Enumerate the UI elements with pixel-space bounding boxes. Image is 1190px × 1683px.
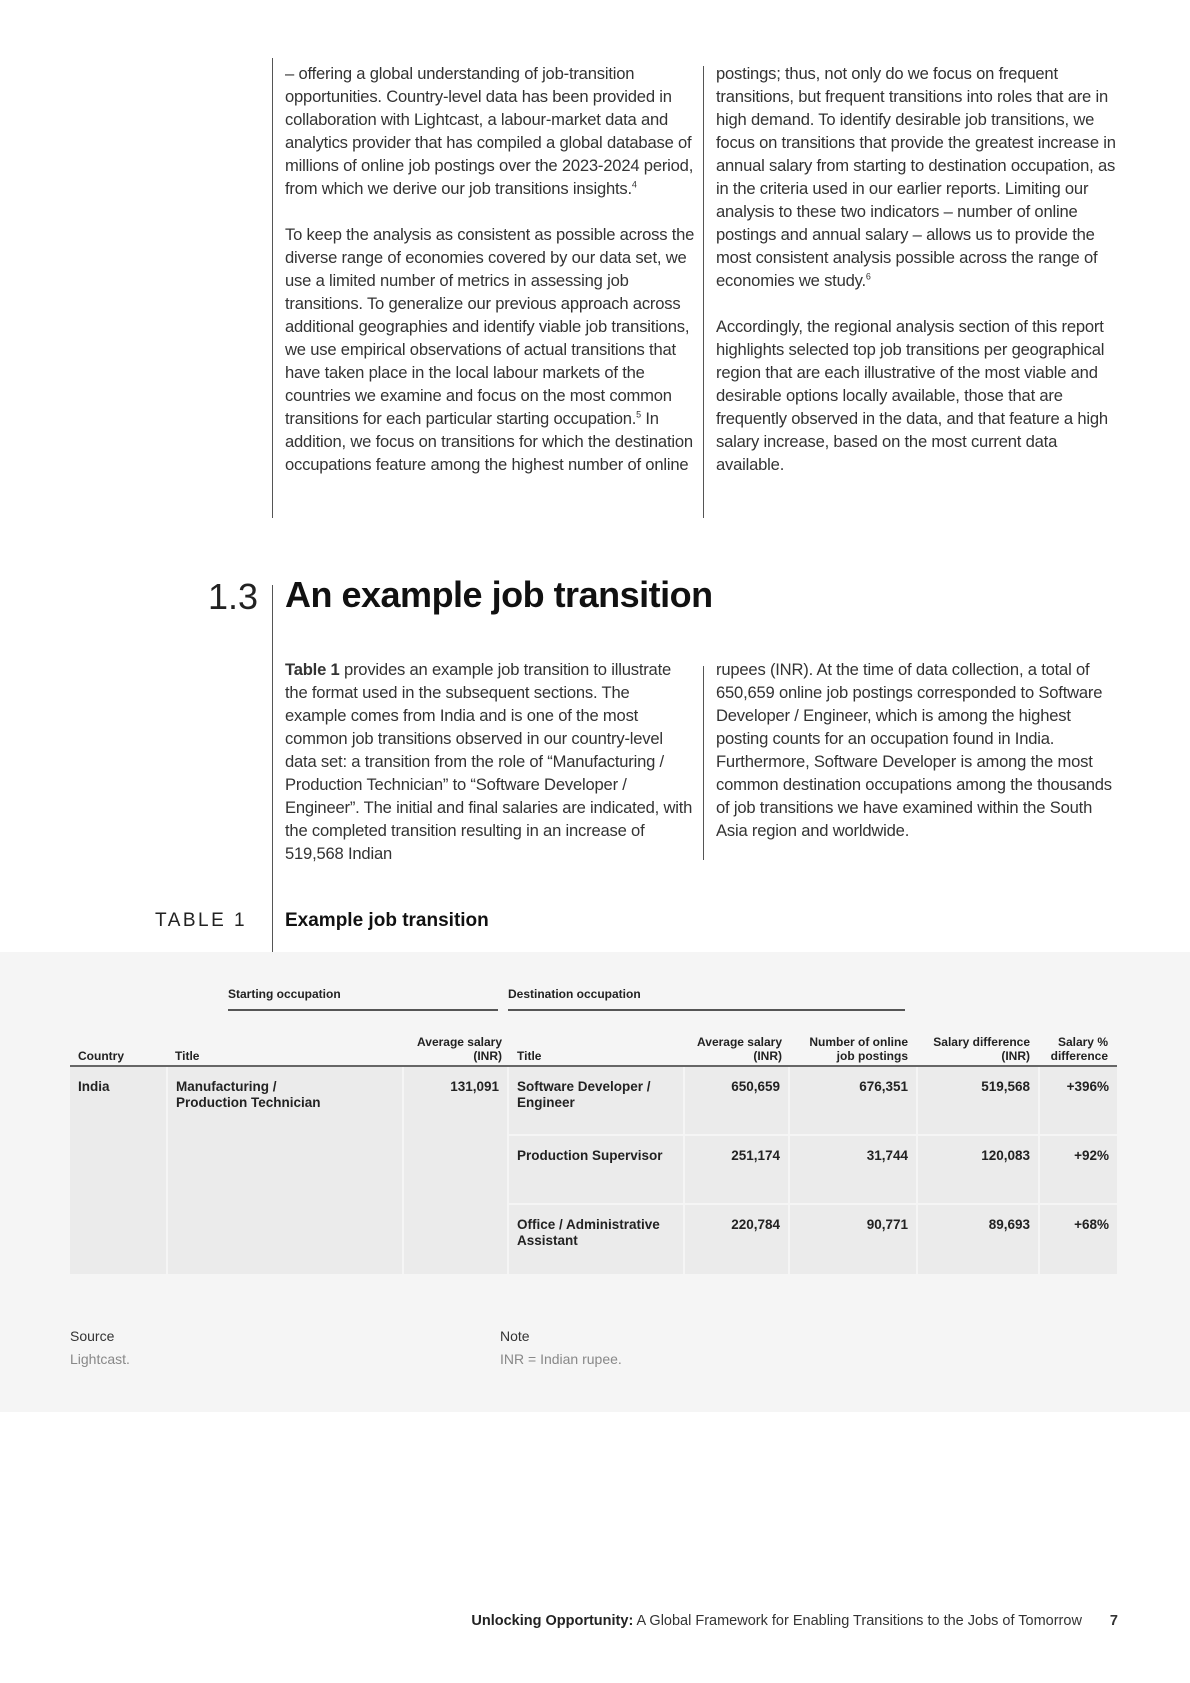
paragraph: To keep the analysis as consistent as po…: [285, 225, 695, 428]
header-salary-pct: Salary % difference: [1050, 1035, 1108, 1063]
table-title: Example job transition: [285, 910, 489, 931]
column-rule: [272, 58, 273, 518]
cell-dest-title: Software Developer / Engineer: [509, 1067, 683, 1134]
page-number: 7: [1109, 1613, 1118, 1629]
body-column-2: postings; thus, not only do we focus on …: [716, 62, 1121, 499]
cell-postings: 90,771: [790, 1205, 916, 1274]
footer-report-subtitle: A Global Framework for Enabling Transiti…: [633, 1613, 1082, 1629]
section-title: An example job transition: [285, 574, 713, 615]
page-footer: Unlocking Opportunity: A Global Framewor…: [471, 1613, 1118, 1629]
header-dest-title: Title: [517, 1049, 542, 1063]
header-start-title: Title: [175, 1049, 200, 1063]
footnote-ref[interactable]: 5: [636, 409, 641, 420]
footer-report-name: Unlocking Opportunity:: [471, 1613, 634, 1629]
group-starting-occupation: Starting occupation: [228, 987, 498, 1011]
paragraph: – offering a global understanding of job…: [285, 64, 694, 198]
body-column-1: – offering a global understanding of job…: [285, 62, 695, 499]
header-country: Country: [78, 1049, 124, 1063]
group-destination-occupation: Destination occupation: [508, 987, 905, 1011]
table-label: TABLE 1: [155, 910, 248, 931]
column-rule: [703, 666, 704, 860]
header-dest-salary: Average salary (INR): [697, 1035, 782, 1063]
cell-salary-pct: +68%: [1040, 1205, 1117, 1274]
cell-dest-title: Office / Administrative Assistant: [509, 1205, 683, 1274]
header-postings: Number of online job postings: [809, 1035, 908, 1063]
cell-dest-salary: 251,174: [685, 1136, 788, 1203]
section-rule: [272, 585, 273, 953]
paragraph-continued: In addition, we focus on transitions for…: [285, 409, 693, 474]
cell-postings: 676,351: [790, 1067, 916, 1134]
column-rule: [703, 66, 704, 518]
section-column-1: Table 1 provides an example job transiti…: [285, 658, 695, 888]
paragraph: Accordingly, the regional analysis secti…: [716, 317, 1108, 474]
table-reference[interactable]: Table 1: [285, 660, 340, 679]
note-value: INR = Indian rupee.: [500, 1351, 622, 1367]
section-column-2: rupees (INR). At the time of data collec…: [716, 658, 1121, 865]
section-number: 1.3: [208, 576, 259, 617]
cell-salary-difference: 89,693: [918, 1205, 1038, 1274]
cell-salary-difference: 519,568: [918, 1067, 1038, 1134]
cell-dest-salary: 220,784: [685, 1205, 788, 1274]
paragraph: provides an example job transition to il…: [285, 660, 693, 863]
cell-country: India: [70, 1067, 166, 1274]
cell-dest-salary: 650,659: [685, 1067, 788, 1134]
cell-salary-pct: +92%: [1040, 1136, 1117, 1203]
cell-start-title: Manufacturing / Production Technician: [168, 1067, 402, 1274]
cell-start-salary: 131,091: [404, 1067, 507, 1274]
footnote-ref[interactable]: 4: [631, 179, 637, 190]
source-label: Source: [70, 1328, 115, 1344]
note-label: Note: [500, 1328, 530, 1344]
header-start-salary: Average salary (INR): [417, 1035, 502, 1063]
cell-postings: 31,744: [790, 1136, 916, 1203]
source-value: Lightcast.: [70, 1351, 130, 1367]
footnote-ref[interactable]: 6: [865, 271, 871, 282]
header-rule: [70, 1065, 1117, 1067]
paragraph: rupees (INR). At the time of data collec…: [716, 660, 1112, 840]
cell-salary-pct: +396%: [1040, 1067, 1117, 1134]
cell-dest-title: Production Supervisor: [509, 1136, 683, 1203]
paragraph: postings; thus, not only do we focus on …: [716, 64, 1116, 290]
header-salary-difference: Salary difference (INR): [933, 1035, 1030, 1063]
cell-salary-difference: 120,083: [918, 1136, 1038, 1203]
